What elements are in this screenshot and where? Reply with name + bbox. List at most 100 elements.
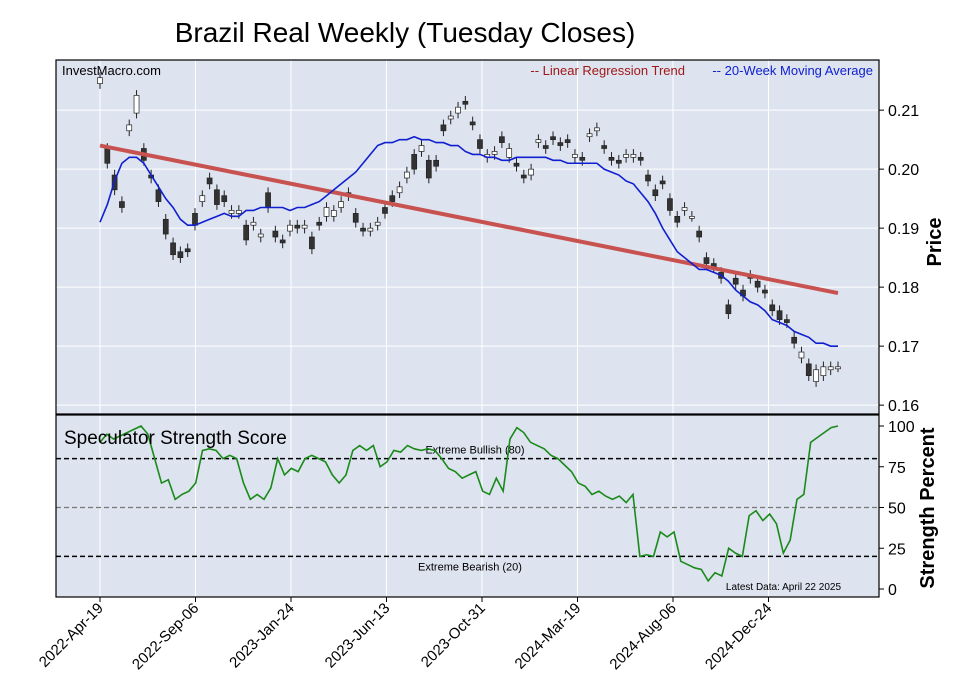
x-tick-label: 2024-Aug-06 — [606, 600, 679, 673]
candle — [645, 169, 651, 187]
legend-regression: -- Linear Regression Trend — [530, 63, 685, 78]
chart-title: Brazil Real Weekly (Tuesday Closes) — [175, 17, 636, 48]
candle — [513, 157, 520, 172]
candle-body — [184, 248, 191, 253]
candle-body — [601, 145, 608, 149]
candle-body — [323, 207, 330, 217]
candle-body — [564, 139, 571, 143]
score-tick-label: 25 — [888, 541, 906, 558]
candle — [506, 143, 513, 163]
candle-body — [820, 366, 827, 376]
candle-body — [630, 154, 637, 158]
price-tick-label: 0.21 — [888, 103, 919, 120]
candle-body — [681, 207, 688, 211]
candle-body — [594, 127, 600, 132]
candle — [433, 154, 439, 172]
extreme-bearish-label: Extreme Bearish (20) — [418, 561, 522, 573]
candle-body — [265, 192, 271, 208]
candle — [177, 246, 184, 263]
candle — [250, 216, 257, 231]
candle-body — [228, 210, 235, 214]
candle-body — [572, 154, 578, 158]
score-tick-label: 100 — [888, 419, 915, 436]
source-label: InvestMacro.com — [62, 63, 161, 78]
candle-body — [520, 174, 527, 179]
candle — [681, 202, 688, 216]
candle — [119, 196, 125, 213]
candle — [352, 208, 359, 228]
candle-body — [250, 221, 257, 226]
extreme-bullish-label: Extreme Bullish (80) — [425, 445, 524, 457]
candle — [798, 346, 805, 364]
candle-body — [615, 159, 622, 164]
score-plot-bg — [56, 415, 879, 597]
candle-body — [133, 95, 140, 114]
candle-body — [491, 151, 498, 155]
candle — [805, 358, 812, 381]
score-tick-label: 50 — [888, 501, 906, 518]
candle — [162, 213, 169, 240]
candle — [769, 299, 776, 317]
candle-body — [769, 304, 776, 312]
candle-body — [367, 227, 374, 232]
score-panel: 0 25 50 75 100 Strength Percent Extreme Bullis… — [36, 414, 939, 673]
candle — [791, 331, 798, 349]
candle — [477, 134, 483, 154]
candle — [659, 175, 666, 190]
candle-body — [104, 148, 111, 164]
candle-body — [477, 139, 483, 149]
candle-body — [791, 336, 798, 344]
candle — [462, 95, 469, 110]
candle-body — [294, 224, 301, 229]
candle — [469, 116, 476, 131]
candle-body — [162, 218, 169, 235]
candle — [133, 90, 140, 119]
score-tick-label: 75 — [888, 460, 906, 477]
candle — [601, 140, 608, 154]
candle-body — [499, 136, 505, 143]
price-axis-label: Price — [924, 218, 946, 267]
candle-body — [352, 213, 359, 223]
candle — [323, 202, 330, 222]
candle — [411, 149, 418, 175]
x-tick-label: 2023-Jun-13 — [322, 600, 394, 672]
candle-body — [235, 210, 242, 214]
candle — [762, 284, 768, 299]
candle — [667, 193, 673, 216]
candle — [564, 134, 571, 148]
candle-body — [243, 224, 249, 241]
x-tick-label: 2022-Apr-19 — [36, 600, 107, 671]
candle-body — [404, 171, 410, 179]
candle-body — [455, 106, 461, 114]
candle — [199, 190, 206, 207]
x-tick-label: 2024-Dec-24 — [702, 600, 775, 673]
candle — [608, 152, 615, 166]
candle-body — [389, 195, 396, 202]
candle-body — [360, 227, 366, 232]
candle-body — [579, 157, 586, 161]
candle-body — [725, 304, 732, 315]
candle-body — [126, 124, 133, 132]
candle — [126, 119, 133, 137]
candle — [835, 361, 841, 373]
candle-body — [813, 369, 819, 382]
price-plot-bg — [56, 60, 879, 414]
candle-body — [338, 201, 344, 208]
price-tick-label: 0.18 — [888, 280, 919, 297]
candle-body — [440, 124, 447, 132]
price-tick-label: 0.16 — [888, 398, 919, 415]
candle — [630, 149, 637, 163]
candle-body — [542, 145, 549, 149]
candle-body — [667, 198, 673, 211]
candle — [455, 101, 461, 119]
candle-body — [827, 366, 834, 371]
candle — [637, 152, 644, 166]
candle — [257, 228, 264, 243]
candle — [301, 219, 308, 234]
score-panel-title: Speculator Strength Score — [64, 428, 287, 449]
candle — [440, 119, 447, 137]
candle-body — [762, 289, 768, 294]
candle-body — [776, 310, 783, 320]
latest-data-label: Latest Data: April 22 2025 — [726, 582, 842, 593]
